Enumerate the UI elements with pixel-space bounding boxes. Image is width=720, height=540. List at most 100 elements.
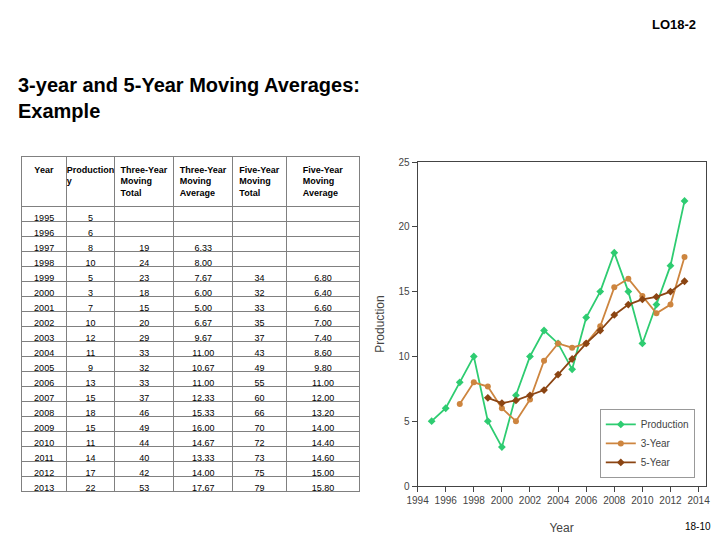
svg-text:15: 15	[85, 392, 96, 403]
svg-text:5.00: 5.00	[194, 302, 212, 313]
svg-text:5: 5	[404, 416, 410, 427]
svg-text:24: 24	[139, 257, 150, 268]
svg-text:2004: 2004	[547, 495, 570, 506]
svg-text:5-Year: 5-Year	[641, 457, 671, 468]
svg-text:11: 11	[85, 347, 96, 358]
svg-text:17: 17	[85, 467, 96, 478]
svg-text:8.00: 8.00	[194, 257, 212, 268]
svg-text:44: 44	[139, 437, 150, 448]
svg-text:18: 18	[85, 407, 96, 418]
svg-text:11.00: 11.00	[192, 377, 215, 388]
svg-text:3-Year: 3-Year	[641, 438, 671, 449]
svg-text:Year: Year	[549, 521, 573, 535]
svg-text:2013: 2013	[34, 483, 54, 493]
svg-text:32: 32	[254, 287, 265, 298]
svg-text:2006: 2006	[575, 495, 598, 506]
svg-text:40: 40	[139, 452, 150, 463]
svg-text:33: 33	[139, 377, 150, 388]
svg-text:Year: Year	[34, 165, 54, 175]
svg-text:23: 23	[139, 272, 150, 283]
svg-text:10: 10	[398, 351, 410, 362]
svg-text:2009: 2009	[34, 422, 55, 433]
svg-text:32: 32	[139, 362, 150, 373]
svg-text:Three-YearMovingAverage: Three-YearMovingAverage	[180, 165, 227, 198]
svg-text:79: 79	[255, 483, 265, 493]
svg-text:2006: 2006	[34, 377, 55, 388]
svg-text:2007: 2007	[34, 392, 55, 403]
svg-text:18: 18	[139, 287, 150, 298]
svg-text:7.67: 7.67	[194, 272, 212, 283]
svg-text:2000: 2000	[491, 495, 514, 506]
svg-text:11.00: 11.00	[192, 347, 215, 358]
svg-text:2008: 2008	[603, 495, 626, 506]
svg-text:1997: 1997	[34, 242, 55, 253]
svg-text:3-year and 5-Year Moving Avera: 3-year and 5-Year Moving Averages:Exampl…	[18, 74, 360, 122]
svg-text:6.00: 6.00	[194, 287, 212, 298]
svg-text:14.00: 14.00	[192, 467, 215, 478]
svg-text:1998: 1998	[463, 495, 486, 506]
svg-text:Five-YearMovingAverage: Five-YearMovingAverage	[303, 165, 344, 198]
svg-text:Production: Production	[373, 295, 387, 352]
svg-text:1999: 1999	[34, 272, 55, 283]
svg-text:33: 33	[139, 347, 150, 358]
svg-text:1998: 1998	[34, 257, 55, 268]
svg-text:1994: 1994	[406, 495, 429, 506]
svg-text:2014: 2014	[687, 495, 710, 506]
svg-text:53: 53	[139, 483, 149, 493]
svg-text:6.33: 6.33	[194, 242, 212, 253]
svg-text:37: 37	[139, 392, 150, 403]
svg-text:13.33: 13.33	[192, 452, 215, 463]
svg-text:2000: 2000	[34, 287, 55, 298]
svg-text:12.33: 12.33	[192, 392, 215, 403]
svg-text:49: 49	[139, 422, 150, 433]
svg-text:2001: 2001	[34, 302, 55, 313]
svg-text:2002: 2002	[519, 495, 542, 506]
svg-text:15.80: 15.80	[312, 483, 335, 493]
svg-text:14: 14	[85, 452, 96, 463]
svg-text:10.67: 10.67	[192, 362, 215, 373]
svg-text:2005: 2005	[34, 362, 55, 373]
svg-text:Production: Production	[641, 419, 689, 430]
svg-text:2012: 2012	[659, 495, 682, 506]
svg-text:10: 10	[85, 317, 96, 328]
svg-text:2010: 2010	[631, 495, 654, 506]
svg-text:2011: 2011	[34, 452, 54, 463]
svg-text:42: 42	[139, 467, 150, 478]
svg-text:0: 0	[404, 481, 410, 492]
svg-text:Five-YearMovingTotal: Five-YearMovingTotal	[239, 165, 280, 198]
svg-text:14.67: 14.67	[192, 437, 215, 448]
svg-text:1995: 1995	[34, 212, 55, 223]
svg-text:34: 34	[254, 272, 265, 283]
svg-text:18-10: 18-10	[685, 521, 711, 532]
svg-text:20: 20	[398, 221, 410, 232]
svg-text:1996: 1996	[34, 227, 55, 238]
svg-text:22: 22	[86, 483, 96, 493]
svg-text:11: 11	[85, 437, 96, 448]
svg-text:19: 19	[139, 242, 150, 253]
svg-text:Productiony: Productiony	[67, 165, 115, 187]
svg-text:20: 20	[139, 317, 150, 328]
svg-text:2012: 2012	[34, 467, 55, 478]
svg-text:LO18-2: LO18-2	[652, 17, 696, 32]
svg-text:2010: 2010	[34, 437, 55, 448]
svg-text:46: 46	[139, 407, 150, 418]
svg-text:15.33: 15.33	[192, 407, 215, 418]
svg-text:13: 13	[85, 377, 96, 388]
svg-text:9.67: 9.67	[194, 332, 212, 343]
svg-text:12: 12	[85, 332, 96, 343]
svg-text:15: 15	[398, 286, 410, 297]
svg-text:Three-YearMovingTotal: Three-YearMovingTotal	[121, 165, 168, 198]
svg-text:17.67: 17.67	[192, 483, 215, 493]
svg-text:16.00: 16.00	[192, 422, 215, 433]
svg-text:1996: 1996	[435, 495, 458, 506]
svg-text:2004: 2004	[34, 347, 55, 358]
svg-text:6.67: 6.67	[194, 317, 212, 328]
svg-text:29: 29	[139, 332, 150, 343]
svg-text:2002: 2002	[34, 317, 55, 328]
svg-text:2008: 2008	[34, 407, 55, 418]
svg-text:15: 15	[85, 422, 96, 433]
svg-text:2003: 2003	[34, 332, 55, 343]
svg-text:15: 15	[139, 302, 150, 313]
svg-text:25: 25	[398, 157, 410, 168]
svg-text:10: 10	[85, 257, 96, 268]
